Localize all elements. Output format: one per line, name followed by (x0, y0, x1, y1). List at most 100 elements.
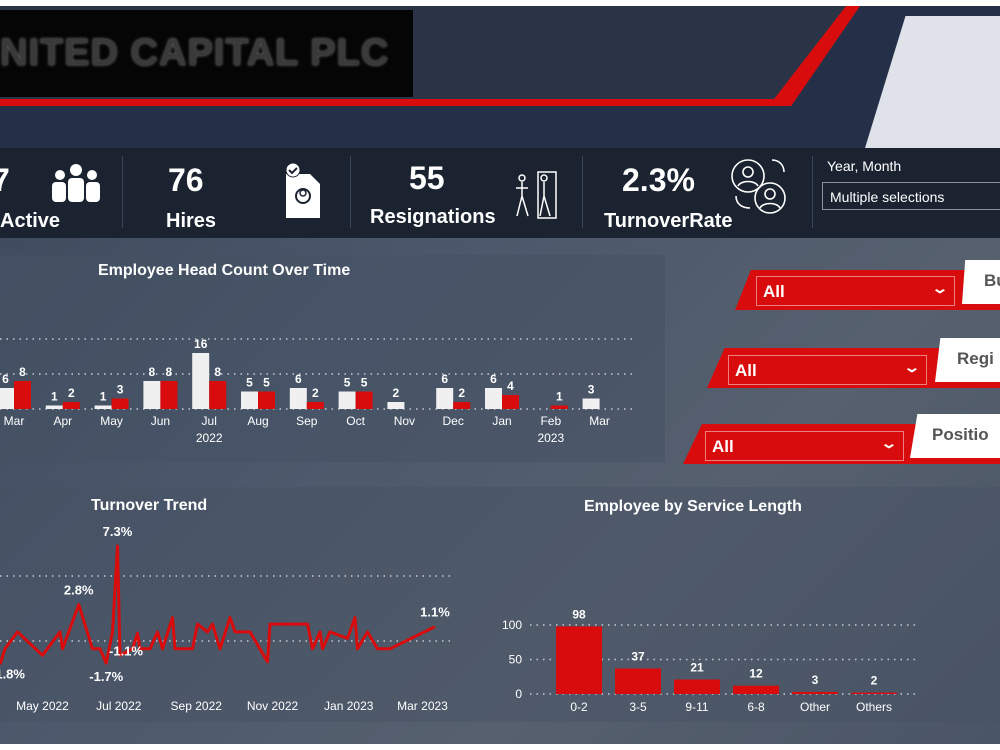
bar-data-label: 6 (2, 372, 9, 386)
bar-data-label: 6 (441, 372, 448, 386)
line-data-label: 2.8% (64, 583, 94, 598)
bar-data-label: 3 (812, 673, 819, 687)
x-tick-label: Jul (202, 414, 217, 428)
people-exit-door-icon (516, 171, 557, 219)
turnover-trend-chart: -1.8% 2.8% -1.7% 7.3% -1.1% 1.1% May 2022 Jul 2… (0, 524, 450, 713)
kpi-turnover-rate: 2.3% TurnoverRate (584, 148, 812, 238)
bar (241, 391, 258, 409)
document-user-check-icon (285, 162, 320, 218)
bar-data-label: 8 (214, 365, 221, 379)
kpi-value: 7 (0, 162, 10, 198)
chevron-down-icon: ⌄ (931, 280, 949, 296)
year-month-slicer-title: Year, Month (827, 158, 902, 174)
bar-data-label: 1 (100, 390, 107, 404)
bar (209, 381, 227, 409)
kpi-label: Hires (166, 210, 217, 232)
bar-data-label: 21 (690, 661, 704, 675)
year-label: 2022 (196, 431, 223, 445)
position-dropdown[interactable]: All ⌄ (705, 431, 904, 461)
bar (14, 381, 31, 409)
bar-data-label: 6 (490, 372, 497, 386)
bar (306, 402, 324, 409)
bar-data-label: 1 (51, 390, 58, 404)
x-tick-label: 6-8 (747, 700, 765, 714)
x-tick-label: Others (856, 700, 892, 714)
bar (436, 388, 454, 409)
x-tick-label: May (100, 414, 123, 428)
service-length-chart: 0 50 100 98 0-2 37 3-5 21 9-11 12 6-8 3 Other 2 Others (502, 607, 920, 714)
bar-data-label: 12 (749, 667, 763, 681)
x-tick-label: May 2022 (16, 699, 69, 713)
kpi-resignations: 55 Resignations (352, 148, 582, 238)
logo-text: NITED CAPITAL PLC (0, 32, 390, 74)
kpi-value: 55 (409, 160, 445, 196)
filter-label: Positio (910, 414, 1000, 458)
bar-data-label: 5 (344, 376, 351, 390)
business-unit-dropdown[interactable]: All ⌄ (756, 276, 955, 306)
bar-data-label: 2 (68, 386, 75, 400)
bar (615, 668, 661, 694)
x-tick-label: Sep 2022 (171, 699, 223, 713)
kpi-band: 7 Active 76 Hires 55 Resignations 2.3% T… (0, 148, 1000, 238)
bar (94, 405, 112, 409)
line-data-label: -1.7% (89, 669, 123, 684)
dropdown-value: All (763, 282, 785, 301)
year-month-slicer-value: Multiple selections (830, 189, 945, 205)
company-logo: NITED CAPITAL PLC (0, 10, 413, 97)
kpi-divider (122, 156, 123, 228)
x-tick-label: 3-5 (629, 700, 647, 714)
bar (62, 402, 80, 409)
header-banner: NITED CAPITAL PLC (0, 6, 1000, 148)
region-dropdown[interactable]: All ⌄ (728, 355, 927, 385)
y-tick-label: 0 (515, 687, 522, 701)
bar (453, 402, 471, 409)
x-tick-label: Feb (540, 414, 561, 428)
dropdown-value: All (712, 437, 734, 456)
bar-data-label: 1 (556, 390, 563, 404)
x-tick-label: Aug (247, 414, 268, 428)
bar (143, 381, 161, 409)
filter-label-text: Positio (932, 425, 989, 444)
kpi-label: Active (0, 210, 61, 232)
turnover-line (0, 544, 436, 665)
bar-data-label: 2 (393, 386, 400, 400)
x-tick-label: Other (800, 700, 830, 714)
bar-data-label: 8 (166, 365, 173, 379)
service-length-chart-title: Employee by Service Length (584, 498, 802, 515)
bar-data-label: 37 (631, 649, 645, 663)
year-month-slicer[interactable]: Multiple selections (822, 182, 1000, 210)
filter-label: Regi (935, 338, 1000, 382)
bar-data-label: 98 (572, 607, 586, 621)
kpi-hires: 76 Hires (124, 148, 350, 238)
chevron-down-icon: ⌄ (903, 359, 921, 375)
x-tick-label: 0-2 (570, 700, 588, 714)
kpi-value: 2.3% (622, 162, 695, 198)
x-tick-label: Mar (4, 414, 25, 428)
kpi-label: TurnoverRate (604, 210, 733, 232)
y-tick-label: 50 (509, 653, 523, 667)
bar (792, 691, 838, 694)
x-tick-label: Jun (151, 414, 170, 428)
turnover-chart-title: Turnover Trend (91, 497, 208, 514)
x-tick-label: Mar (589, 414, 610, 428)
bar (674, 679, 720, 694)
bar (258, 391, 275, 409)
kpi-divider (812, 156, 813, 228)
kpi-divider (350, 156, 351, 228)
bar (355, 391, 373, 409)
bar-data-label: 3 (588, 383, 595, 397)
x-tick-label: Dec (443, 414, 464, 428)
bar-data-label: 6 (295, 372, 302, 386)
filter-label: Bu (962, 260, 1000, 304)
bar-data-label: 2 (871, 674, 878, 688)
bar (556, 626, 602, 694)
bottom-panel (0, 487, 1000, 722)
x-tick-label: 9-11 (685, 700, 708, 714)
bar-data-label: 16 (194, 337, 208, 351)
kpi-active: 7 Active (0, 148, 120, 238)
bar-data-label: 5 (361, 376, 368, 390)
bar (289, 388, 307, 409)
x-tick-label: Jul 2022 (96, 699, 142, 713)
x-tick-label: Nov (394, 414, 415, 428)
